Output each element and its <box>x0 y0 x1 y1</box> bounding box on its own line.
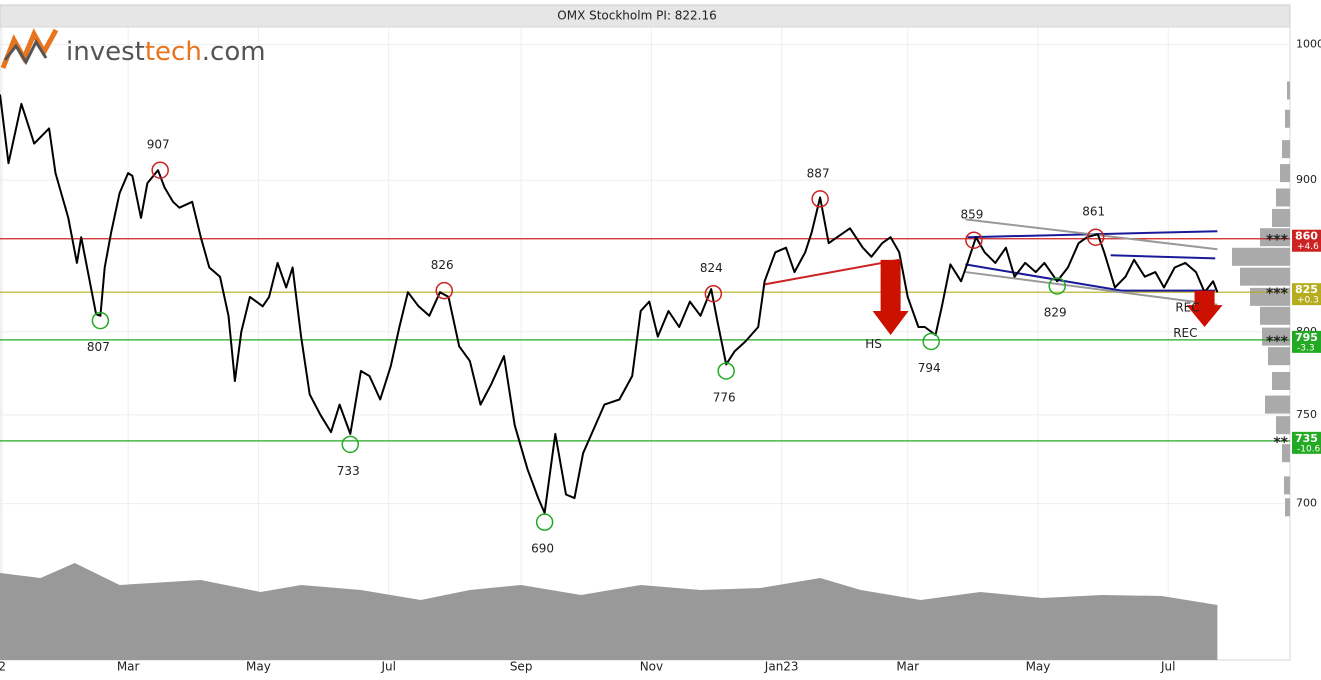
x-tick-label: Mar <box>896 660 919 674</box>
level-change: +4.6 <box>1297 242 1319 252</box>
y-tick-label: 900 <box>1296 173 1317 186</box>
level-value: 860 <box>1295 230 1318 243</box>
level-box <box>1292 431 1321 454</box>
level-box <box>1292 283 1321 306</box>
level-box <box>1292 229 1321 252</box>
level-change: -3.3 <box>1297 343 1315 353</box>
pivot-circle <box>151 161 169 179</box>
signal-arrow <box>872 259 909 336</box>
level-box <box>1292 330 1321 353</box>
level-value: 795 <box>1295 331 1318 344</box>
y-tick-label: 700 <box>1296 497 1317 510</box>
profile-bar <box>1287 81 1290 100</box>
level-change: -10.6 <box>1297 444 1321 454</box>
pivot-label: 824 <box>700 261 723 275</box>
profile-bar <box>1276 416 1290 435</box>
profile-bar <box>1262 327 1290 346</box>
trend-line <box>1110 254 1216 260</box>
volume-area <box>0 563 1218 660</box>
pivot-label: 859 <box>960 208 983 222</box>
pivot-circle <box>922 332 940 351</box>
signal-label: HS <box>865 337 882 351</box>
pivot-label: 907 <box>147 138 170 152</box>
pivot-circle <box>811 190 829 208</box>
plot-frame <box>0 26 1291 661</box>
logo-icon <box>0 28 59 69</box>
pivot-circle <box>91 311 110 330</box>
plot: *** 860+4.6 *** 825+0.3 *** 795-3.3 ** 735-10.6… <box>0 81 1321 660</box>
level-marker: *** <box>1266 286 1289 302</box>
x-tick-label: Sep <box>510 660 533 674</box>
profile-bar <box>1284 476 1290 495</box>
signal-label: REC <box>1173 326 1197 340</box>
pattern-label: REC <box>1175 300 1199 314</box>
logo-text: investtech.com <box>66 37 266 67</box>
logo-part: invest <box>66 37 145 67</box>
price-line <box>0 94 1219 514</box>
pivot-label: 861 <box>1082 205 1105 219</box>
signal-arrow <box>1186 290 1223 327</box>
pivot-label: 829 <box>1044 305 1067 319</box>
x-tick-label: Nov <box>640 660 663 674</box>
pivot-label: 887 <box>807 166 830 180</box>
pivot-circle <box>535 513 554 531</box>
x-tick-label: May <box>246 660 271 674</box>
logo: investtech.com <box>0 28 266 69</box>
pivot-circle <box>1086 228 1105 246</box>
profile-bar <box>1272 371 1290 390</box>
trend-line <box>965 263 1122 292</box>
profile-bar <box>1268 347 1290 366</box>
pivot-label: 807 <box>87 340 110 354</box>
profile-bar <box>1285 109 1290 128</box>
pivot-label: 776 <box>713 390 736 404</box>
chart-title: OMX Stockholm PI: 822.16 <box>557 9 716 23</box>
x-tick-label: Mar <box>117 660 140 674</box>
pivot-label: 794 <box>918 361 941 375</box>
profile-bar <box>1282 444 1290 463</box>
pivot-circle <box>1048 277 1066 295</box>
trend-line <box>965 218 1218 251</box>
x-tick-label: Jul <box>380 660 395 674</box>
x-tick-label: May <box>1026 660 1051 674</box>
pivot-label: 826 <box>431 258 454 272</box>
y-tick-label: 1000 <box>1296 38 1321 51</box>
level-marker: *** <box>1266 334 1289 350</box>
profile-bar <box>1240 267 1290 286</box>
logo-part: tech <box>145 37 202 67</box>
grid: 2MarMayJulSepNovJan23MarMayJul7007508009… <box>0 28 1321 674</box>
level-value: 825 <box>1295 283 1318 296</box>
profile-bar <box>1285 498 1290 517</box>
trend-line <box>764 258 900 286</box>
pivot-label: 733 <box>337 464 360 478</box>
pivot-circle <box>717 362 735 380</box>
level-change: +0.3 <box>1297 296 1319 306</box>
profile-bar <box>1260 306 1290 325</box>
trend-line <box>965 271 1218 306</box>
profile-bar <box>1282 140 1290 159</box>
x-tick-label: Jan23 <box>764 660 799 674</box>
pivot-label: 690 <box>531 542 554 556</box>
profile-bar <box>1232 247 1290 266</box>
x-tick-label: Jul <box>1160 660 1175 674</box>
level-marker: *** <box>1266 233 1289 249</box>
profile-bar <box>1260 228 1290 247</box>
pivot-circle <box>704 284 723 303</box>
pivot-circle <box>435 281 453 300</box>
x-tick-label: 2 <box>0 660 6 674</box>
profile-bar <box>1272 208 1290 227</box>
profile-bar <box>1280 164 1290 183</box>
level-value: 735 <box>1295 432 1318 445</box>
profile-bar <box>1276 188 1290 207</box>
profile-bar <box>1265 395 1290 414</box>
y-tick-label: 750 <box>1296 408 1317 421</box>
level-marker: ** <box>1273 435 1288 451</box>
logo-icon <box>3 38 48 66</box>
pivot-circle <box>341 435 360 454</box>
pivot-circle <box>965 231 983 249</box>
logo-part: .com <box>202 37 266 67</box>
